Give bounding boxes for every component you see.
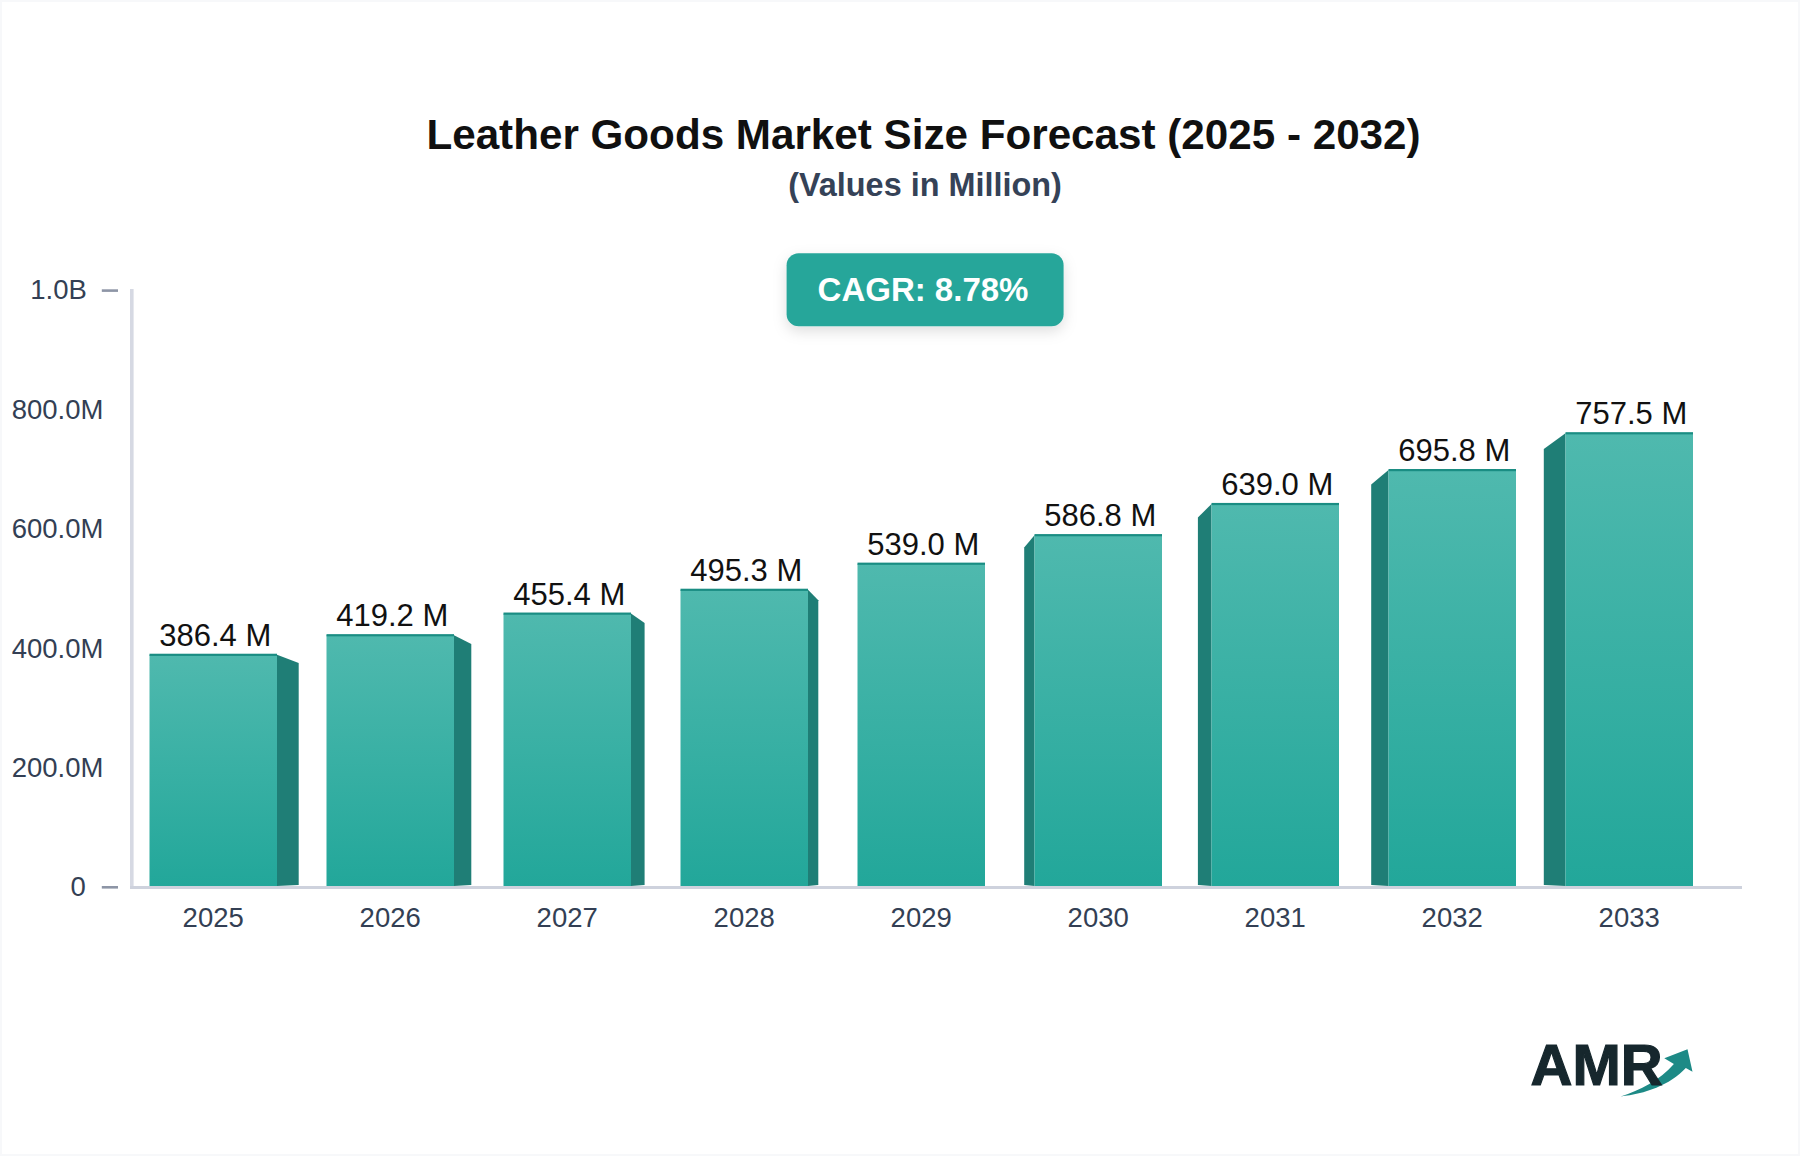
svg-text:600.0M: 600.0M [12,513,104,544]
svg-text:CAGR: 8.78%: CAGR: 8.78% [818,271,1029,308]
svg-text:386.4 M: 386.4 M [159,618,271,653]
svg-text:0: 0 [71,871,86,902]
svg-text:539.0 M: 539.0 M [867,527,979,562]
svg-text:419.2 M: 419.2 M [336,598,448,633]
svg-text:2030: 2030 [1068,902,1129,933]
svg-text:2026: 2026 [360,902,421,933]
svg-text:2029: 2029 [891,902,952,933]
svg-text:455.4 M: 455.4 M [513,577,625,612]
svg-text:400.0M: 400.0M [12,633,104,664]
svg-text:495.3 M: 495.3 M [690,553,802,588]
svg-text:AMR: AMR [1531,1032,1663,1097]
svg-text:586.8 M: 586.8 M [1044,498,1156,533]
svg-text:200.0M: 200.0M [12,752,104,783]
svg-text:695.8 M: 695.8 M [1398,433,1510,468]
svg-text:2025: 2025 [183,902,244,933]
svg-text:Leather Goods Market Size Fore: Leather Goods Market Size Forecast (2025… [426,111,1420,158]
svg-text:2031: 2031 [1245,902,1306,933]
svg-text:2032: 2032 [1422,902,1483,933]
svg-text:757.5 M: 757.5 M [1575,396,1687,431]
svg-text:(Values in Million): (Values in Million) [788,167,1062,203]
svg-text:2027: 2027 [537,902,598,933]
svg-text:639.0 M: 639.0 M [1221,467,1333,502]
svg-text:1.0B: 1.0B [30,274,87,305]
svg-text:800.0M: 800.0M [12,394,104,425]
svg-text:2028: 2028 [714,902,775,933]
svg-text:2033: 2033 [1599,902,1660,933]
